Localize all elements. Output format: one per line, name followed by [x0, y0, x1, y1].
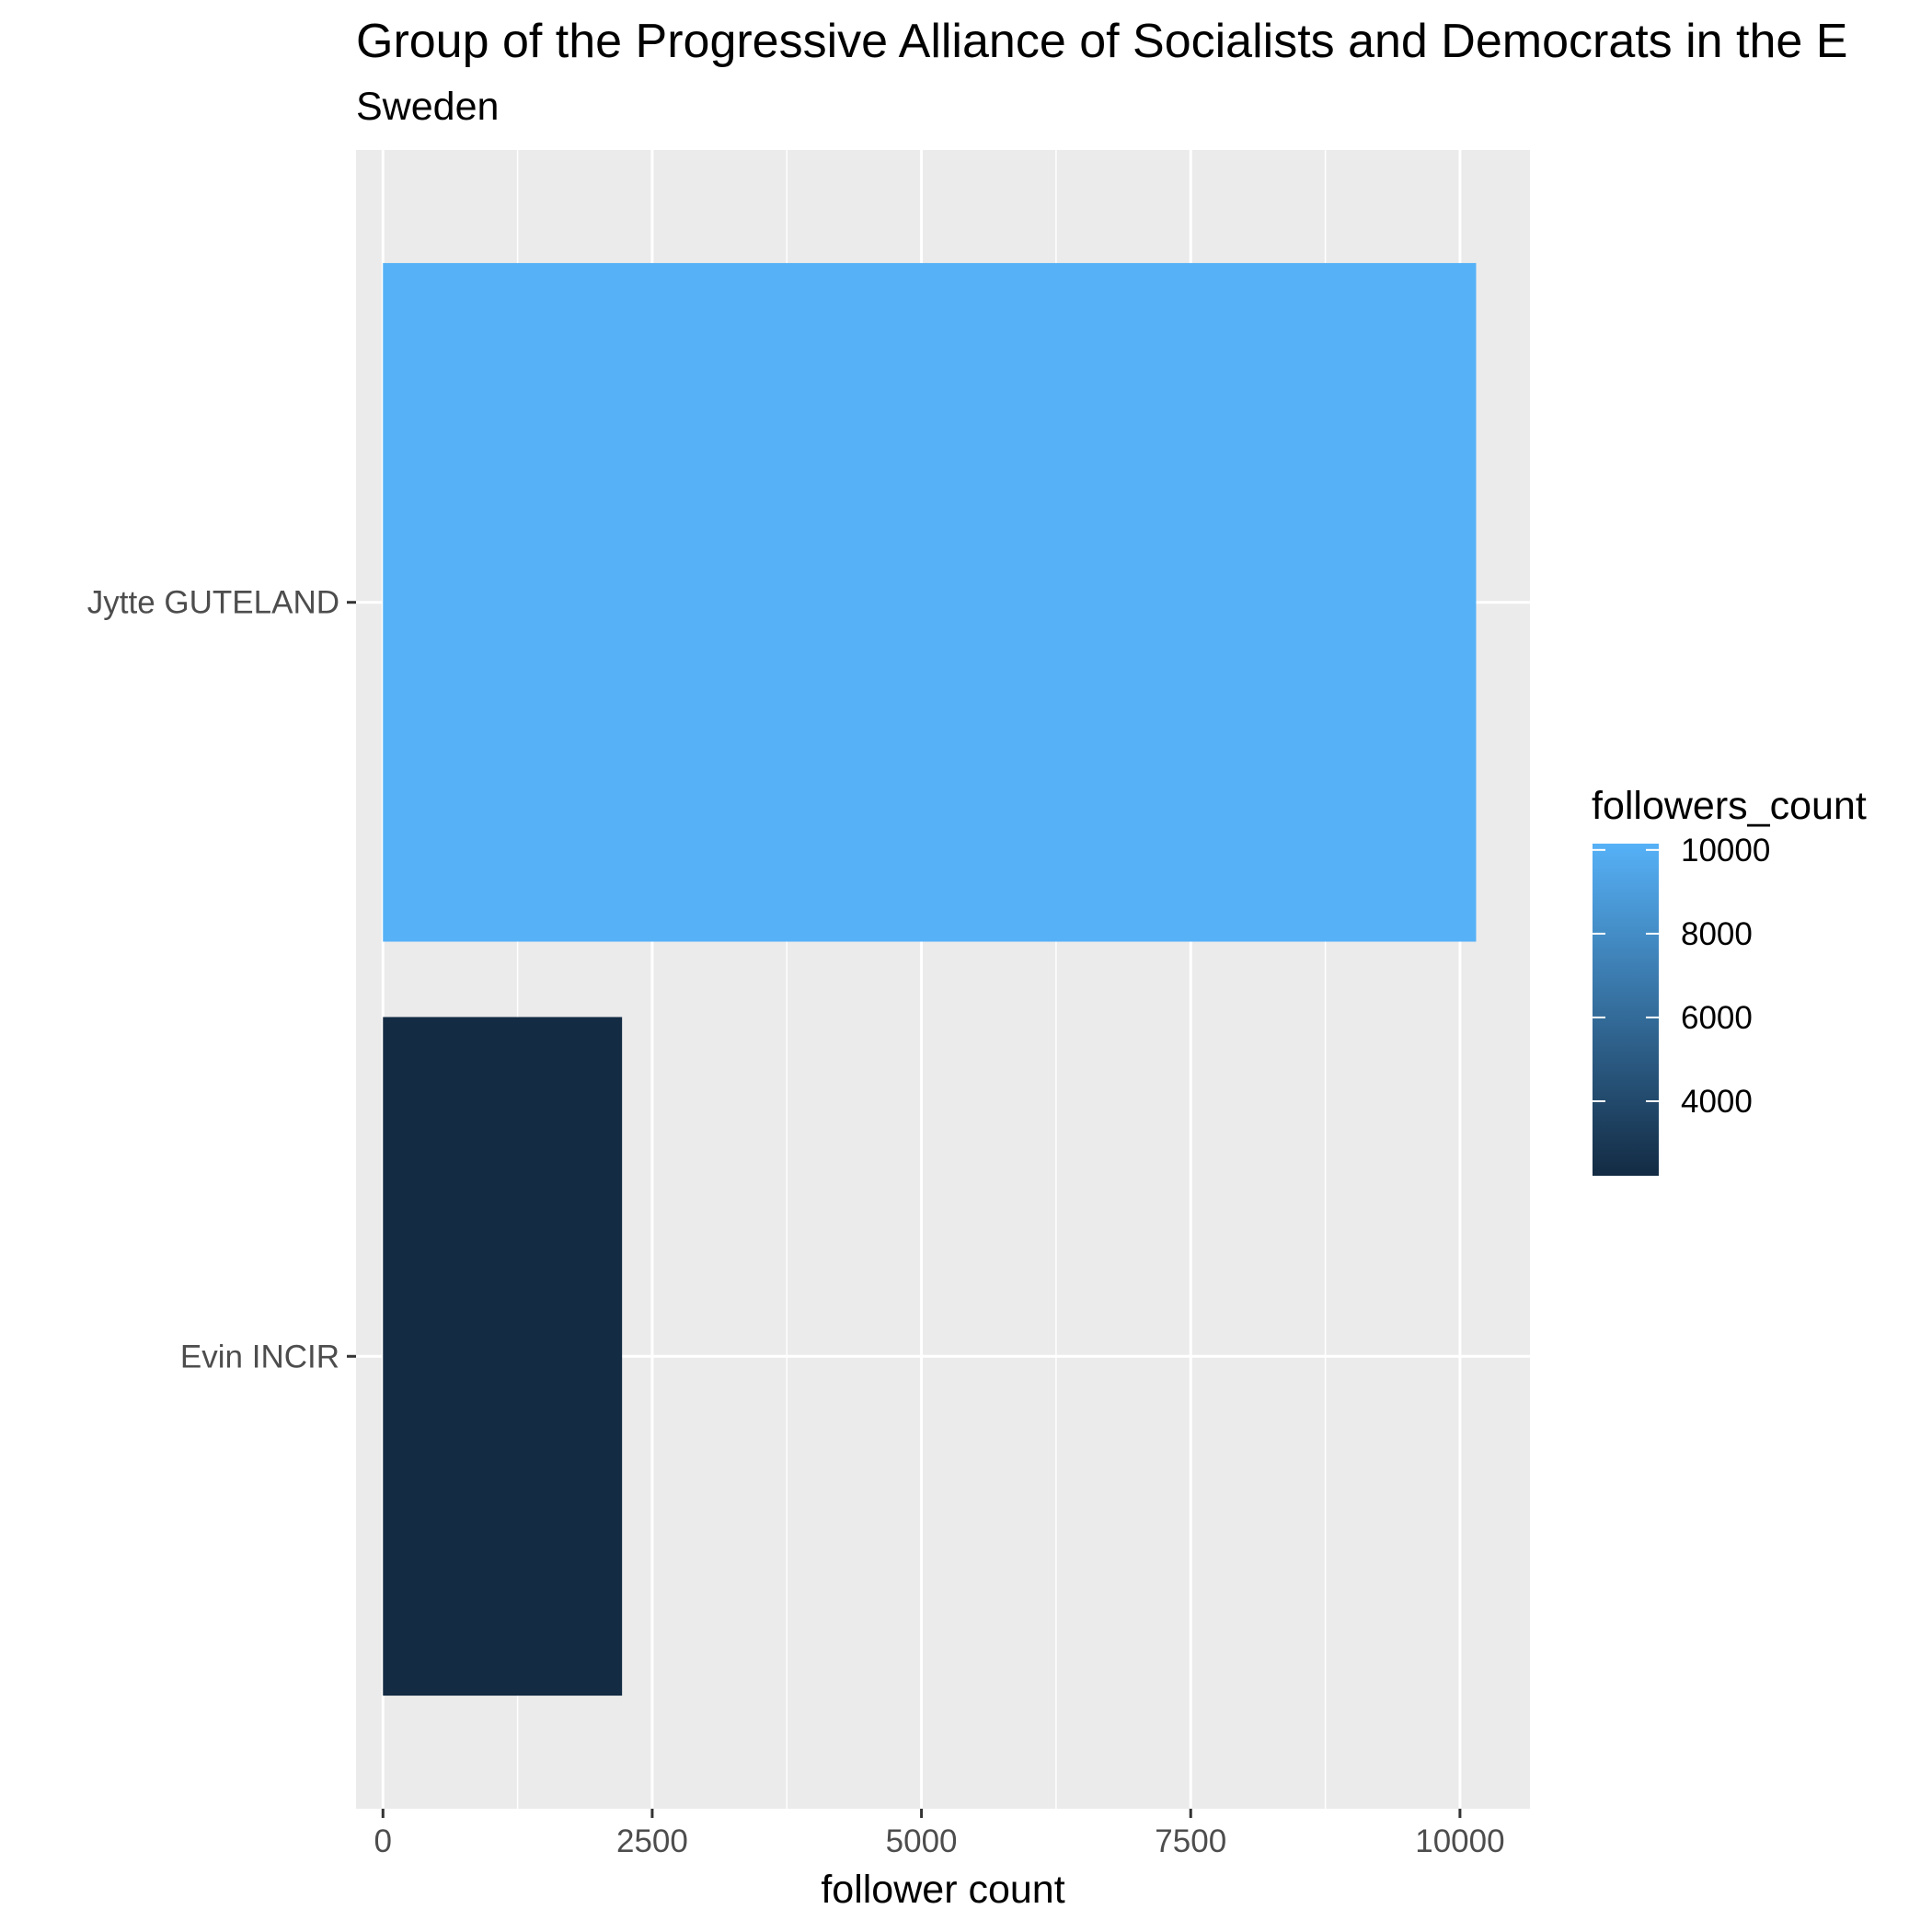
- y-axis: Jytte GUTELAND Evin INCIR: [87, 585, 356, 1374]
- legend-colorbar: [1593, 844, 1659, 1176]
- chart-subtitle: Sweden: [356, 85, 499, 129]
- chart-title: Group of the Progressive Alliance of Soc…: [356, 15, 1847, 68]
- legend-tick-label: 8000: [1681, 916, 1753, 952]
- x-tick-label: 10000: [1415, 1823, 1504, 1859]
- legend-tick-label: 4000: [1681, 1084, 1753, 1120]
- legend-tick-label: 10000: [1681, 833, 1770, 868]
- legend: followers_count 4000 6000 8000 10000: [1592, 784, 1867, 1176]
- x-tick-label: 0: [374, 1823, 392, 1859]
- legend-ticks: 4000 6000 8000 10000: [1593, 833, 1770, 1120]
- bars: [383, 262, 1477, 1696]
- x-axis-title: follower count: [821, 1868, 1064, 1912]
- x-tick-label: 2500: [616, 1823, 688, 1859]
- x-axis: 0 2500 5000 7500 10000: [374, 1809, 1505, 1859]
- bar: [383, 262, 1477, 942]
- x-tick-label: 5000: [886, 1823, 958, 1859]
- y-tick-label: Jytte GUTELAND: [87, 585, 339, 621]
- x-tick-label: 7500: [1155, 1823, 1226, 1859]
- bar: [383, 1017, 623, 1696]
- y-tick-label: Evin INCIR: [180, 1339, 339, 1374]
- legend-title: followers_count: [1592, 784, 1867, 828]
- legend-tick-label: 6000: [1681, 1000, 1753, 1036]
